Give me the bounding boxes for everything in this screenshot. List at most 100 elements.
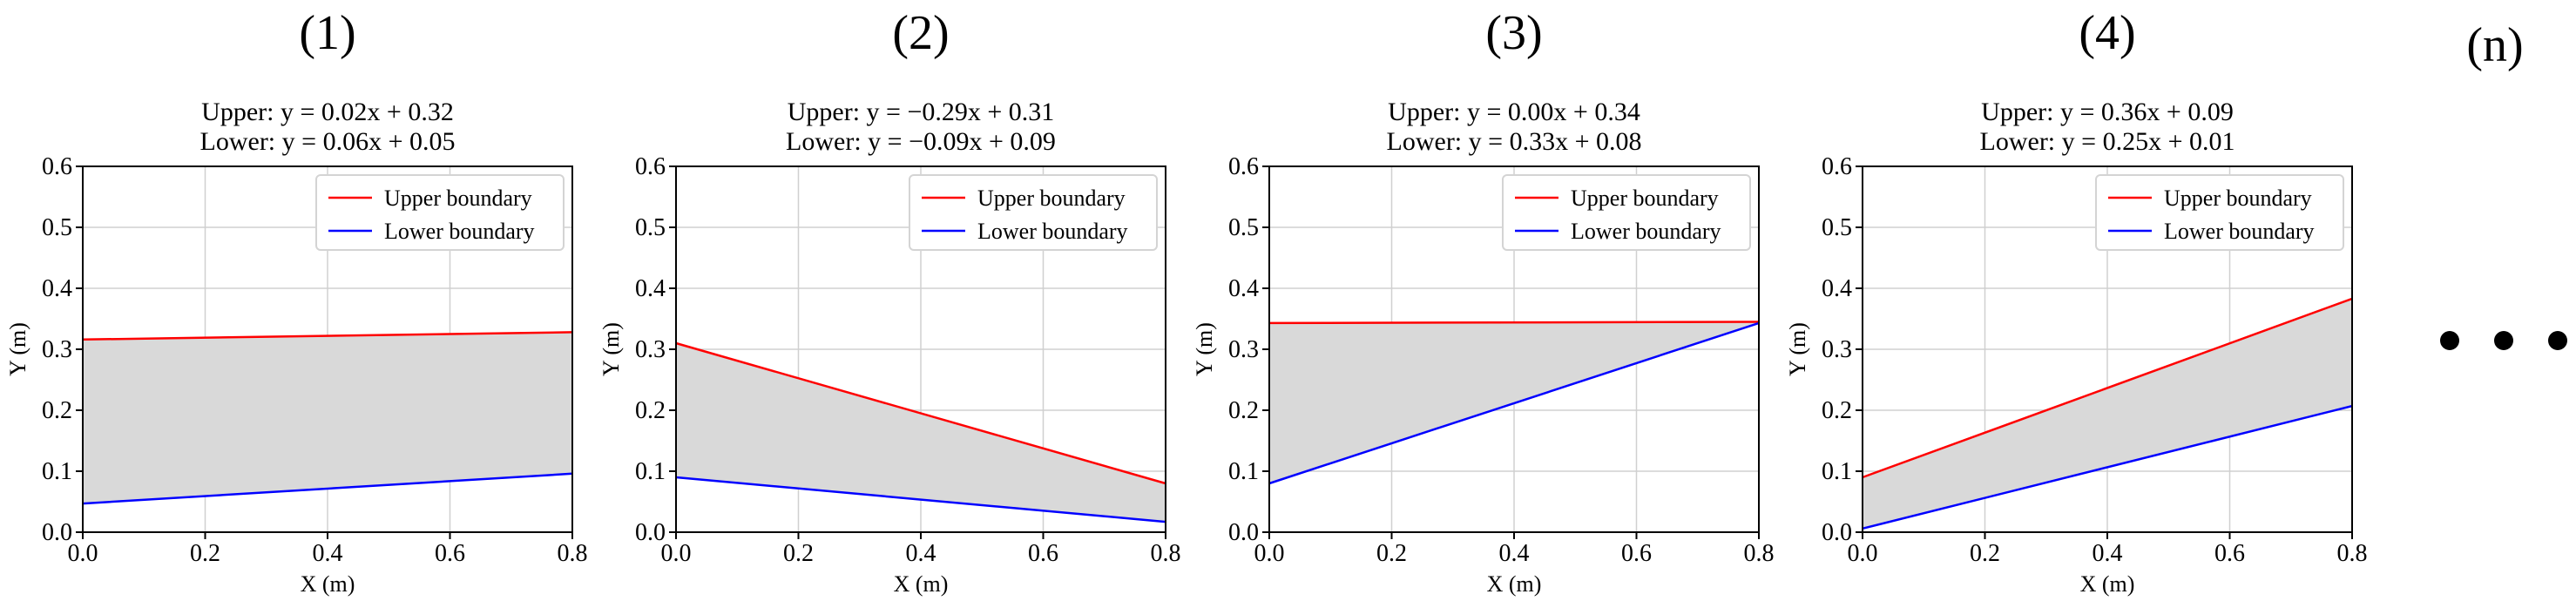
x-tick-label: 0.4: [906, 540, 936, 567]
shaded-region: [676, 343, 1166, 523]
x-tick-label: 0.0: [68, 540, 98, 567]
y-axis-label: Y (m): [1192, 322, 1217, 376]
panel-label: (4): [2079, 6, 2135, 60]
y-tick-label: 0.1: [1822, 458, 1852, 485]
y-tick-label: 0.5: [42, 214, 72, 241]
legend-box: [315, 174, 565, 251]
x-tick-label: 0.8: [2337, 540, 2368, 567]
x-tick-label: 0.6: [1028, 540, 1058, 567]
y-tick-label: 0.5: [635, 214, 666, 241]
legend-entry-label: Upper boundary: [2164, 186, 2312, 211]
y-tick-label: 0.0: [1228, 519, 1259, 546]
x-tick-label: 0.6: [2214, 540, 2245, 567]
y-tick-label: 0.0: [635, 519, 666, 546]
lower-boundary-line: [1268, 321, 1760, 485]
y-tick-label: 0.0: [42, 519, 72, 546]
legend-entry-label: Lower boundary: [2164, 219, 2315, 244]
x-axis-label: X (m): [2080, 571, 2135, 597]
y-tick-label: 0.3: [635, 336, 666, 363]
legend: Upper boundary Lower boundary: [2095, 174, 2344, 251]
title-lower-equation: Lower: y = 0.25x + 0.01: [1980, 127, 2235, 156]
y-tick-label: 0.2: [635, 397, 666, 424]
legend: Upper boundary Lower boundary: [315, 174, 565, 251]
y-tick-label: 0.1: [42, 458, 72, 485]
legend-entry-label: Upper boundary: [384, 186, 532, 211]
title-upper-equation: Upper: y = 0.36x + 0.09: [1981, 98, 2234, 126]
title-lower-equation: Lower: y = −0.09x + 0.09: [786, 127, 1056, 156]
y-tick-label: 0.2: [1822, 397, 1852, 424]
legend-box: [2095, 174, 2344, 251]
x-axis-label: X (m): [894, 571, 949, 597]
y-tick-label: 0.3: [1228, 336, 1259, 363]
legend: Upper boundary Lower boundary: [909, 174, 1158, 251]
x-axis-label: X (m): [301, 571, 355, 597]
legend-box: [1502, 174, 1751, 251]
x-tick-label: 0.2: [190, 540, 220, 567]
panel-label: (3): [1485, 6, 1542, 60]
y-axis-label: Y (m): [1785, 322, 1810, 376]
y-tick-label: 0.4: [1228, 275, 1259, 302]
x-tick-label: 0.8: [558, 540, 588, 567]
title-lower-equation: Lower: y = 0.33x + 0.08: [1387, 127, 1642, 156]
x-tick-label: 0.6: [1621, 540, 1652, 567]
ellipsis-dot: [2494, 331, 2513, 350]
x-tick-label: 0.4: [1499, 540, 1530, 567]
legend: Upper boundary Lower boundary: [1502, 174, 1751, 251]
title-upper-equation: Upper: y = −0.29x + 0.31: [788, 98, 1055, 126]
legend-entry-label: Lower boundary: [977, 219, 1128, 244]
y-axis-label: Y (m): [598, 322, 624, 376]
ellipsis-dot: [2548, 331, 2567, 350]
y-tick-label: 0.6: [1228, 153, 1259, 180]
y-tick-label: 0.4: [1822, 275, 1852, 302]
y-tick-label: 0.4: [635, 275, 666, 302]
y-axis-label: Y (m): [5, 322, 30, 376]
panel-label: (2): [892, 6, 949, 60]
x-axis-label: X (m): [1487, 571, 1542, 597]
x-tick-label: 0.2: [1376, 540, 1407, 567]
legend-box: [909, 174, 1158, 251]
y-tick-label: 0.1: [1228, 458, 1259, 485]
y-tick-label: 0.2: [1228, 397, 1259, 424]
ellipsis-dot: [2440, 331, 2459, 350]
title-upper-equation: Upper: y = 0.02x + 0.32: [201, 98, 454, 126]
title-upper-equation: Upper: y = 0.00x + 0.34: [1388, 98, 1640, 126]
x-tick-label: 0.4: [2093, 540, 2123, 567]
upper-boundary-line: [1268, 321, 1760, 325]
upper-boundary-line: [675, 341, 1166, 485]
y-tick-label: 0.6: [635, 153, 666, 180]
legend-entry-label: Lower boundary: [1571, 219, 1721, 244]
y-tick-label: 0.5: [1822, 214, 1852, 241]
x-tick-label: 0.2: [783, 540, 814, 567]
ellipsis-dots: [2440, 331, 2567, 350]
panel-label: (1): [299, 6, 355, 60]
y-tick-label: 0.2: [42, 397, 72, 424]
x-tick-label: 0.2: [1970, 540, 2000, 567]
lower-boundary-line: [82, 472, 573, 505]
continuation-label: (n): [2466, 18, 2523, 72]
x-tick-label: 0.8: [1151, 540, 1181, 567]
upper-boundary-line: [1862, 297, 2353, 479]
x-tick-label: 0.0: [661, 540, 692, 567]
continuation-group: (n): [2440, 18, 2567, 350]
lower-boundary-line: [675, 476, 1166, 523]
upper-boundary-line: [82, 331, 573, 341]
legend-entry-label: Upper boundary: [1571, 186, 1719, 211]
lower-boundary-line: [1862, 404, 2353, 530]
y-tick-label: 0.6: [42, 153, 72, 180]
legend-entry-label: Upper boundary: [977, 186, 1126, 211]
y-tick-label: 0.5: [1228, 214, 1259, 241]
y-tick-label: 0.6: [1822, 153, 1852, 180]
y-tick-label: 0.3: [1822, 336, 1852, 363]
y-tick-label: 0.4: [42, 275, 72, 302]
x-tick-label: 0.6: [435, 540, 465, 567]
shaded-region: [1863, 298, 2352, 529]
y-tick-label: 0.3: [42, 336, 72, 363]
x-tick-label: 0.0: [1848, 540, 1878, 567]
title-lower-equation: Lower: y = 0.06x + 0.05: [200, 127, 456, 156]
shaded-region: [83, 332, 572, 504]
